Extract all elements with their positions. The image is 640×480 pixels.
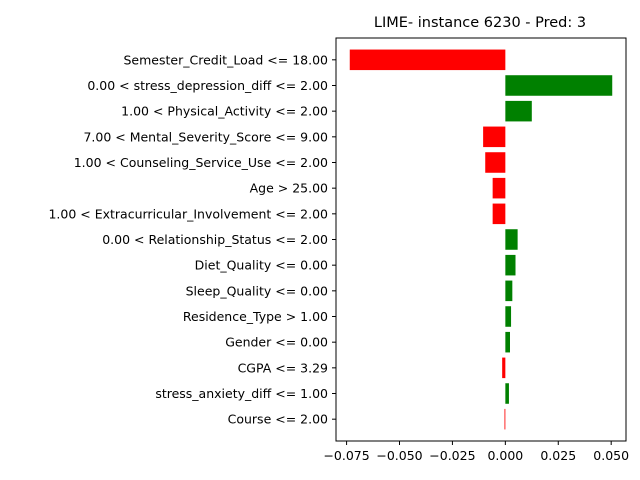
x-tick-label: −0.025: [429, 448, 475, 463]
y-tick-label: Semester_Credit_Load <= 18.00: [124, 52, 329, 67]
y-tick-label: Age > 25.00: [250, 181, 328, 196]
bars-group: [349, 49, 613, 430]
bar-5: [492, 177, 506, 199]
bar-3: [483, 126, 506, 148]
bar-8: [505, 254, 516, 276]
y-tick-label: Sleep_Quality <= 0.00: [186, 283, 328, 298]
bar-1: [505, 75, 613, 96]
bar-6: [492, 203, 506, 225]
x-tick-label: −0.075: [323, 448, 369, 463]
y-tick-label: 7.00 < Mental_Severity_Score <= 9.00: [83, 129, 328, 144]
y-tick-label: 0.00 < stress_depression_diff <= 2.00: [87, 78, 328, 93]
y-tick-label: Diet_Quality <= 0.00: [195, 258, 328, 273]
y-tick-label: stress_anxiety_diff <= 1.00: [155, 386, 328, 401]
y-tick-label: Residence_Type > 1.00: [183, 309, 328, 324]
y-tick-label: 1.00 < Counseling_Service_Use <= 2.00: [74, 155, 328, 170]
bar-7: [505, 229, 518, 250]
y-tick-label: Gender <= 0.00: [225, 335, 328, 350]
plot-frame: [335, 37, 627, 442]
x-ticks: −0.075 −0.050 −0.025 0.000 0.025 0.050: [323, 441, 629, 463]
y-tick-label: CGPA <= 3.29: [238, 360, 328, 375]
bar-0: [349, 49, 506, 71]
bar-10: [505, 306, 512, 327]
bar-12: [502, 357, 506, 379]
bar-13: [505, 383, 509, 404]
x-tick-label: 0.000: [487, 448, 523, 463]
bar-14: [504, 408, 506, 430]
x-tick-label: 0.025: [540, 448, 576, 463]
bar-2: [505, 100, 532, 122]
y-tick-labels: Semester_Credit_Load <= 18.00 0.00 < stre…: [48, 52, 336, 427]
y-tick-label: Course <= 2.00: [228, 412, 328, 427]
bar-11: [505, 331, 510, 353]
y-tick-label: 1.00 < Physical_Activity <= 2.00: [121, 104, 328, 119]
y-tick-label: 0.00 < Relationship_Status <= 2.00: [102, 232, 328, 247]
bar-4: [485, 152, 506, 173]
x-tick-label: −0.050: [376, 448, 422, 463]
chart-title: LIME- instance 6230 - Pred: 3: [374, 15, 586, 31]
bar-9: [505, 280, 513, 302]
x-tick-label: 0.050: [593, 448, 629, 463]
y-tick-label: 1.00 < Extracurricular_Involvement <= 2.…: [48, 206, 328, 221]
